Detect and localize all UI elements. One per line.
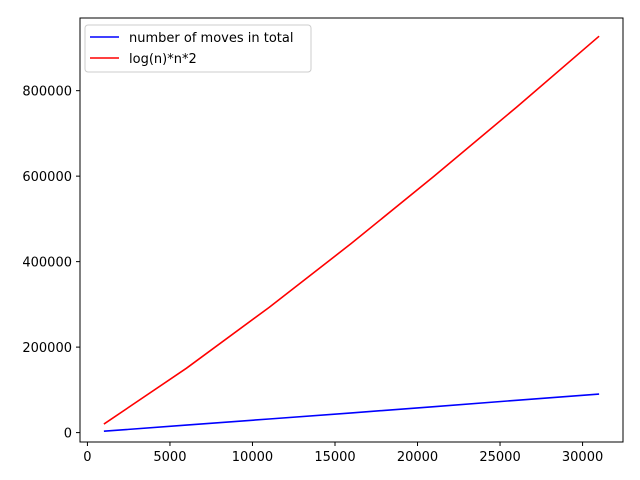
legend-box [84, 24, 312, 73]
y-tick-label: 400000 [22, 256, 72, 271]
legend-label-nlogn: log(n)*n*2 [129, 52, 197, 67]
series-line-moves [103, 393, 600, 432]
x-tick-label: 10000 [232, 450, 273, 465]
legend-label-moves: number of moves in total [129, 31, 293, 46]
x-tick-label: 30000 [562, 450, 603, 465]
x-tick-label: 25000 [479, 450, 520, 465]
x-tick-label: 15000 [314, 450, 355, 465]
x-tick-label: 20000 [397, 450, 438, 465]
y-tick-label: 0 [64, 427, 72, 442]
plot-frame [79, 17, 624, 443]
legend: number of moves in total log(n)*n*2 [84, 24, 312, 73]
y-tick-label: 200000 [22, 341, 72, 356]
y-tick-label: 600000 [22, 170, 72, 185]
x-axis-ticks: 0 5000 10000 15000 20000 25000 30000 [83, 442, 603, 465]
y-axis-ticks: 0 200000 400000 600000 800000 [22, 85, 80, 442]
x-tick-label: 5000 [153, 450, 186, 465]
series-layer [103, 35, 600, 432]
series-line-nlogn [103, 35, 600, 425]
y-tick-label: 800000 [22, 85, 72, 100]
x-tick-label: 0 [83, 450, 91, 465]
